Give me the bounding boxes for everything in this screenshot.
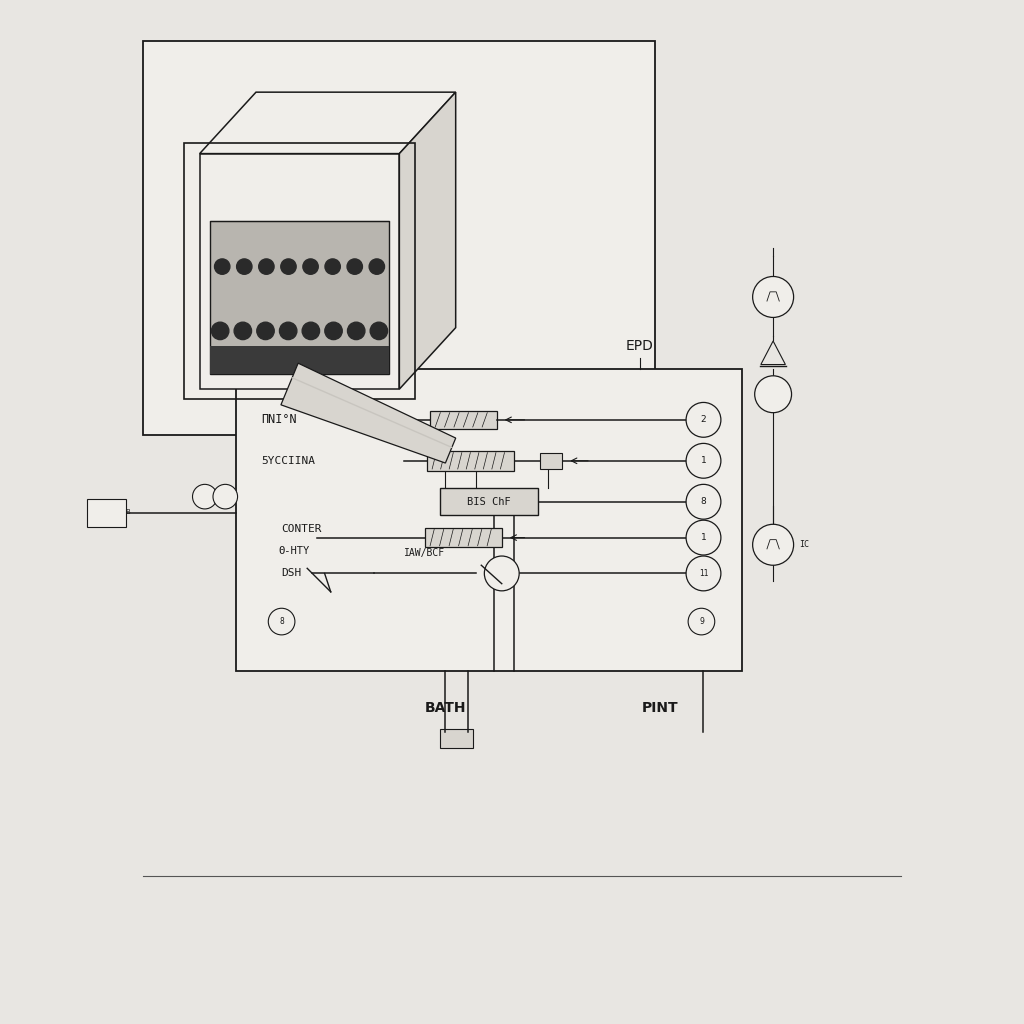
Text: ΠΝΙ°Ν: ΠΝΙ°Ν bbox=[261, 414, 297, 426]
Text: DSH: DSH bbox=[282, 568, 302, 579]
Text: CONTER: CONTER bbox=[282, 524, 323, 535]
Bar bbox=[427, 451, 514, 471]
Circle shape bbox=[257, 323, 274, 340]
Text: 1: 1 bbox=[700, 534, 707, 542]
Circle shape bbox=[484, 556, 519, 591]
Circle shape bbox=[280, 323, 297, 340]
Text: 8: 8 bbox=[700, 498, 707, 506]
Circle shape bbox=[325, 323, 342, 340]
Bar bbox=[236, 369, 742, 671]
Circle shape bbox=[213, 484, 238, 509]
Circle shape bbox=[370, 259, 385, 274]
Circle shape bbox=[686, 556, 721, 591]
Polygon shape bbox=[399, 92, 456, 389]
Circle shape bbox=[755, 376, 792, 413]
Text: 11: 11 bbox=[698, 569, 709, 578]
Circle shape bbox=[686, 402, 721, 437]
Text: 1: 1 bbox=[700, 457, 707, 465]
Circle shape bbox=[234, 323, 252, 340]
Circle shape bbox=[686, 443, 721, 478]
Text: EPD: EPD bbox=[626, 339, 654, 353]
Text: 8: 8 bbox=[280, 617, 284, 626]
Text: 9: 9 bbox=[699, 617, 703, 626]
Bar bbox=[540, 453, 562, 469]
Polygon shape bbox=[200, 92, 456, 154]
Bar bbox=[184, 143, 415, 399]
Text: BIS ChF: BIS ChF bbox=[467, 497, 511, 507]
Bar bbox=[430, 411, 497, 429]
Circle shape bbox=[371, 323, 388, 340]
Circle shape bbox=[686, 484, 721, 519]
Circle shape bbox=[193, 484, 217, 509]
Text: IC: IC bbox=[799, 541, 809, 549]
Circle shape bbox=[215, 259, 230, 274]
Circle shape bbox=[303, 259, 318, 274]
Bar bbox=[440, 729, 473, 748]
Text: PINT: PINT bbox=[642, 701, 679, 716]
Circle shape bbox=[753, 524, 794, 565]
Circle shape bbox=[347, 259, 362, 274]
Text: Θ-HTY: Θ-HTY bbox=[279, 546, 310, 556]
Polygon shape bbox=[281, 364, 456, 463]
Circle shape bbox=[302, 323, 319, 340]
Bar bbox=[87, 499, 126, 527]
Bar bbox=[440, 488, 538, 515]
Circle shape bbox=[259, 259, 274, 274]
Bar bbox=[200, 154, 399, 389]
Text: IAW/BCF: IAW/BCF bbox=[404, 548, 445, 558]
Circle shape bbox=[347, 323, 365, 340]
Text: BATH: BATH bbox=[425, 701, 466, 716]
Circle shape bbox=[212, 323, 229, 340]
Bar bbox=[210, 221, 389, 374]
Circle shape bbox=[268, 608, 295, 635]
Circle shape bbox=[753, 276, 794, 317]
Circle shape bbox=[325, 259, 340, 274]
Circle shape bbox=[686, 520, 721, 555]
Text: 5YCCΙΙΝΑ: 5YCCΙΙΝΑ bbox=[261, 456, 315, 466]
Circle shape bbox=[237, 259, 252, 274]
Circle shape bbox=[281, 259, 296, 274]
Bar bbox=[143, 41, 655, 435]
Bar bbox=[425, 528, 502, 547]
Text: B: B bbox=[126, 509, 130, 515]
Bar bbox=[210, 346, 389, 374]
Circle shape bbox=[688, 608, 715, 635]
Text: 2: 2 bbox=[700, 416, 707, 424]
